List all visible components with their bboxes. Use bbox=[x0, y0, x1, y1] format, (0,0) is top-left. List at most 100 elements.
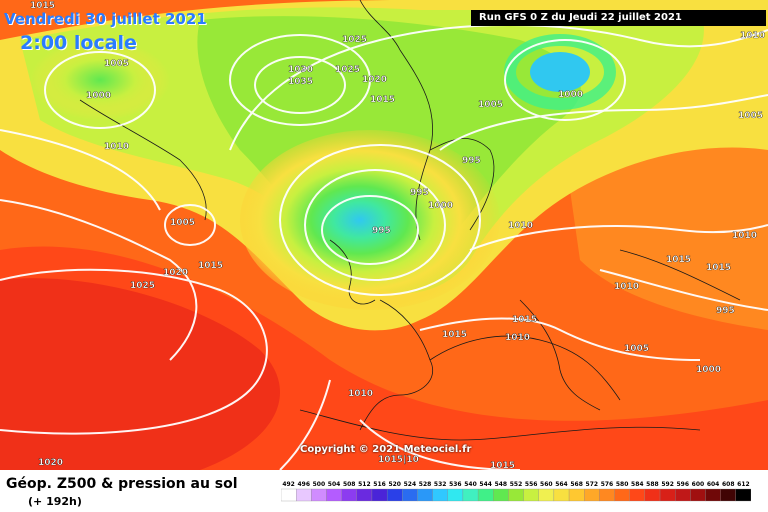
isobar-label: 1005 bbox=[104, 59, 129, 69]
isobar-label: 1005 bbox=[478, 100, 503, 110]
scale-tick-label: 572 bbox=[586, 481, 599, 488]
forecast-time-label: 2:00 locale bbox=[20, 32, 137, 54]
scale-swatch bbox=[568, 488, 585, 502]
scale-tick-label: 516 bbox=[373, 481, 386, 488]
scale-swatch bbox=[311, 488, 327, 502]
scale-swatch bbox=[523, 488, 539, 502]
scale-tick-label: 564 bbox=[555, 481, 568, 488]
isobar-label: 1015 bbox=[30, 1, 55, 11]
scale-swatch bbox=[690, 488, 706, 502]
forecast-map: 1015 1005 1000 1025 1030 1035 1025 1020 … bbox=[0, 0, 768, 470]
isobar-label: 1020 bbox=[38, 458, 63, 468]
isobar-label: 1010 bbox=[732, 231, 757, 241]
isobar-label: 1000 bbox=[696, 365, 721, 375]
scale-swatch bbox=[508, 488, 524, 502]
scale-tick-label: 520 bbox=[388, 481, 401, 488]
legend-title: Géop. Z500 & pression au sol bbox=[6, 476, 238, 492]
isobar-label: 1030 bbox=[288, 65, 313, 75]
isobar-label: 995 bbox=[372, 226, 391, 236]
isobar-label: 1000 bbox=[558, 90, 583, 100]
scale-tick-label: 588 bbox=[646, 481, 659, 488]
scale-tick-label: 544 bbox=[479, 481, 492, 488]
isobar-label: 995 bbox=[462, 156, 481, 166]
isobar-label: 1010 bbox=[348, 389, 373, 399]
scale-swatch bbox=[326, 488, 342, 502]
isobar-label: 1005 bbox=[624, 344, 649, 354]
isobar-label: 1015 bbox=[442, 330, 467, 340]
model-run-label: Run GFS 0 Z du Jeudi 22 juillet 2021 bbox=[471, 10, 766, 26]
scale-swatch bbox=[386, 488, 403, 502]
forecast-date-label: Vendredi 30 juillet 2021 bbox=[4, 10, 207, 28]
scale-swatch bbox=[477, 488, 494, 502]
scale-tick-label: 540 bbox=[464, 481, 477, 488]
scale-swatch bbox=[417, 488, 433, 502]
isobar-label: 1010 bbox=[508, 221, 533, 231]
scale-tick-label: 536 bbox=[449, 481, 462, 488]
scale-tick-label: 528 bbox=[419, 481, 432, 488]
scale-tick-label: 604 bbox=[707, 481, 720, 488]
copyright-notice: Copyright © 2021 Meteociel.fr bbox=[300, 444, 472, 455]
scale-swatch bbox=[493, 488, 509, 502]
scale-swatch bbox=[599, 488, 615, 502]
scale-swatch bbox=[462, 488, 479, 502]
scale-tick-label: 596 bbox=[677, 481, 690, 488]
scale-swatch bbox=[629, 488, 646, 502]
scale-swatch bbox=[644, 488, 661, 502]
scale-tick-label: 496 bbox=[297, 481, 310, 488]
scale-swatch bbox=[705, 488, 721, 502]
legend-subtitle: (+ 192h) bbox=[28, 495, 82, 508]
scale-tick-label: 612 bbox=[737, 481, 750, 488]
scale-tick-label: 568 bbox=[570, 481, 583, 488]
isobar-label: 995 bbox=[410, 188, 429, 198]
scale-tick-label: 552 bbox=[510, 481, 523, 488]
isobar-label: 1005 bbox=[738, 111, 763, 121]
scale-swatch bbox=[432, 488, 448, 502]
scale-tick-label: 560 bbox=[540, 481, 553, 488]
isobar-label: 1015|10 bbox=[378, 455, 419, 465]
coastlines bbox=[79, 0, 741, 441]
scale-swatch bbox=[553, 488, 570, 502]
scale-swatch bbox=[614, 488, 630, 502]
scale-swatch bbox=[281, 488, 297, 502]
scale-tick-label: 600 bbox=[692, 481, 705, 488]
scale-tick-label: 576 bbox=[601, 481, 614, 488]
scale-tick-label: 556 bbox=[525, 481, 538, 488]
isobar-label: 995 bbox=[716, 306, 735, 316]
scale-swatch bbox=[341, 488, 357, 502]
isobar-label: 1025 bbox=[130, 281, 155, 291]
scale-tick-label: 492 bbox=[282, 481, 295, 488]
scale-swatch bbox=[356, 488, 373, 502]
low-pressure-core bbox=[240, 130, 500, 310]
scale-tick-label: 608 bbox=[722, 481, 735, 488]
isobar-label: 1010 bbox=[740, 31, 765, 41]
scale-swatch bbox=[447, 488, 464, 502]
isobar-labels: 1015 1005 1000 1025 1030 1035 1025 1020 … bbox=[30, 1, 765, 470]
scale-tick-label: 548 bbox=[495, 481, 508, 488]
scale-tick-label: 584 bbox=[631, 481, 644, 488]
isobar-label: 1010 bbox=[614, 282, 639, 292]
scale-tick-label: 580 bbox=[616, 481, 629, 488]
scale-tick-label: 512 bbox=[358, 481, 371, 488]
isobars bbox=[0, 24, 768, 470]
isobar-label: 1015 bbox=[666, 255, 691, 265]
scale-tick-label: 508 bbox=[343, 481, 356, 488]
scale-tick-label: 504 bbox=[328, 481, 341, 488]
scale-swatch bbox=[371, 488, 388, 502]
isobar-label: 1020 bbox=[362, 75, 387, 85]
scale-swatch bbox=[659, 488, 676, 502]
isobar-label: 1000 bbox=[86, 91, 111, 101]
scale-swatch bbox=[720, 488, 736, 502]
scale-swatch bbox=[296, 488, 312, 502]
isobar-label: 1015 bbox=[370, 95, 395, 105]
isobar-label: 1015 bbox=[706, 263, 731, 273]
scale-tick-label: 500 bbox=[313, 481, 326, 488]
scale-swatch bbox=[675, 488, 691, 502]
isobar-label: 1025 bbox=[342, 35, 367, 45]
isobar-label: 1010 bbox=[505, 333, 530, 343]
scale-swatch bbox=[538, 488, 555, 502]
scale-swatch bbox=[402, 488, 418, 502]
geopotential-red-core bbox=[0, 278, 280, 470]
scale-swatch bbox=[735, 488, 751, 502]
scale-tick-label: 592 bbox=[661, 481, 674, 488]
scale-tick-label: 524 bbox=[404, 481, 417, 488]
